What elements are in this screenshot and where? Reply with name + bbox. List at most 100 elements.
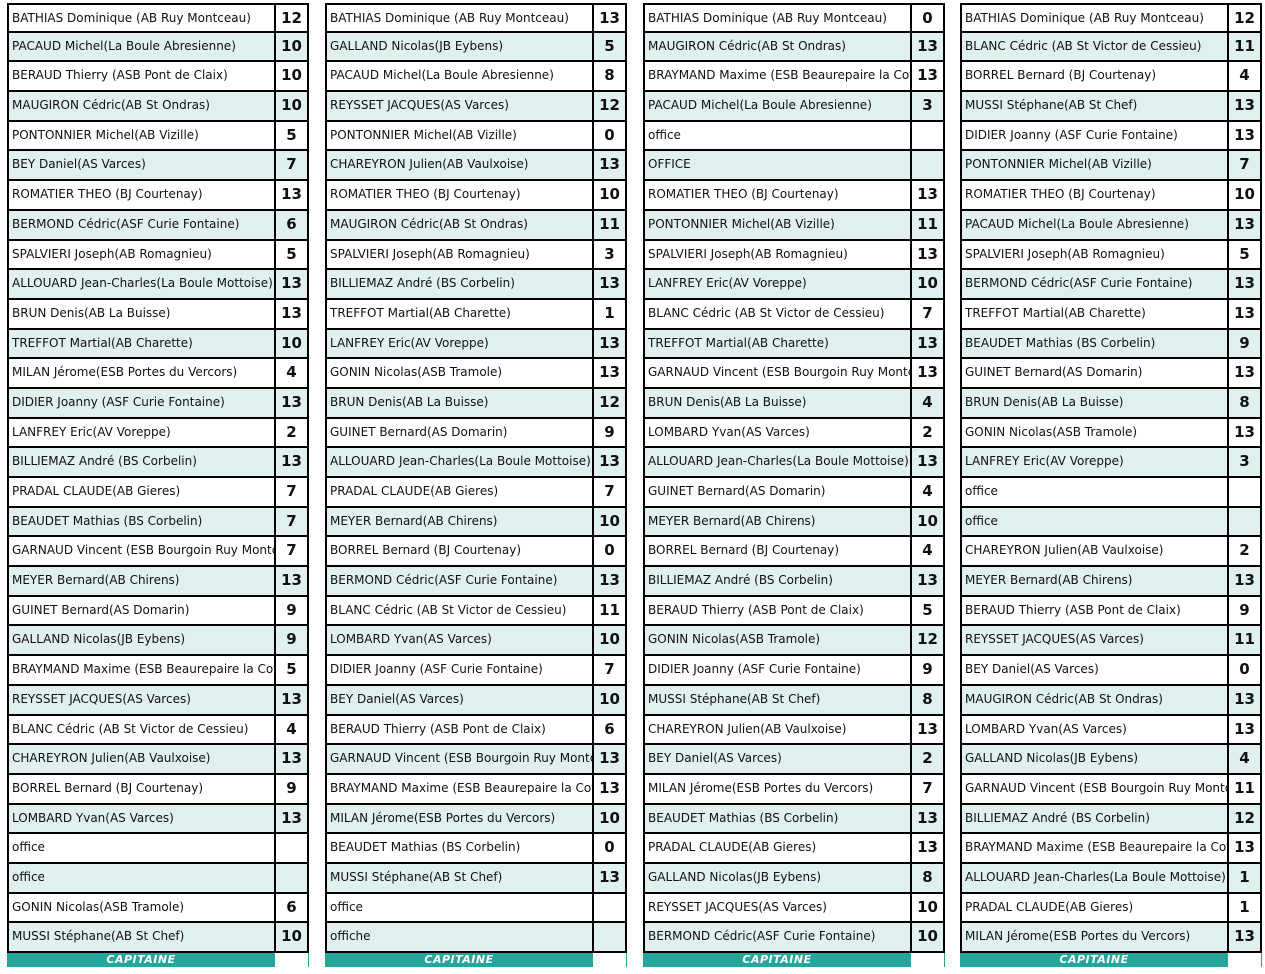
score-cell[interactable]: 5 xyxy=(276,656,309,684)
score-cell[interactable]: 13 xyxy=(1229,567,1262,595)
player-name-cell[interactable]: BERMOND Cédric(ASF Curie Fontaine) xyxy=(7,210,276,239)
player-name-cell[interactable]: BORREL Bernard (BJ Courtenay) xyxy=(7,774,276,803)
score-cell[interactable]: 13 xyxy=(276,299,309,328)
player-name-cell[interactable]: MUSSI Stéphane(AB St Chef) xyxy=(960,92,1229,120)
player-name-cell[interactable]: PONTONNIER Michel(AB Vizille) xyxy=(325,121,594,150)
score-cell[interactable]: 10 xyxy=(594,507,627,536)
score-cell[interactable]: 10 xyxy=(594,685,627,714)
score-cell[interactable]: 13 xyxy=(1229,359,1262,387)
player-name-cell[interactable]: offiche xyxy=(325,923,594,951)
score-cell[interactable]: 12 xyxy=(1229,804,1262,833)
player-name-cell[interactable]: office xyxy=(960,507,1229,536)
score-cell[interactable]: 12 xyxy=(276,5,309,31)
score-cell[interactable]: 10 xyxy=(912,923,945,951)
player-name-cell[interactable]: PONTONNIER Michel(AB Vizille) xyxy=(960,151,1229,180)
player-name-cell[interactable]: GONIN Nicolas(ASB Tramole) xyxy=(325,359,594,387)
player-name-cell[interactable]: MAUGIRON Cédric(AB St Ondras) xyxy=(960,685,1229,714)
player-name-cell[interactable]: ROMATIER THEO (BJ Courtenay) xyxy=(7,181,276,209)
score-cell[interactable]: 13 xyxy=(1229,715,1262,744)
score-cell[interactable]: 8 xyxy=(912,685,945,714)
score-cell[interactable]: 13 xyxy=(1229,121,1262,150)
player-name-cell[interactable]: BILLIEMAZ André (BS Corbelin) xyxy=(643,567,912,595)
player-name-cell[interactable]: BRAYMAND Maxime (ESB Beaurepaire la Cote… xyxy=(960,834,1229,862)
player-name-cell[interactable]: GUINET Bernard(AS Domarin) xyxy=(643,478,912,506)
score-cell[interactable]: 13 xyxy=(1229,685,1262,714)
score-cell[interactable]: 4 xyxy=(276,359,309,387)
player-name-cell[interactable]: office xyxy=(7,863,276,892)
player-name-cell[interactable]: BERMOND Cédric(ASF Curie Fontaine) xyxy=(643,923,912,951)
score-cell[interactable]: 4 xyxy=(912,388,945,417)
player-name-cell[interactable]: GUINET Bernard(AS Domarin) xyxy=(960,359,1229,387)
player-name-cell[interactable]: PRADAL CLAUDE(AB Gieres) xyxy=(960,893,1229,922)
score-cell[interactable]: 11 xyxy=(594,596,627,625)
score-cell[interactable]: 11 xyxy=(912,210,945,239)
player-name-cell[interactable]: BORREL Bernard (BJ Courtenay) xyxy=(643,537,912,566)
score-cell[interactable] xyxy=(594,923,627,951)
score-cell[interactable] xyxy=(276,834,309,862)
score-cell[interactable]: 7 xyxy=(912,299,945,328)
score-cell[interactable]: 13 xyxy=(594,567,627,595)
player-name-cell[interactable]: LANFREY Eric(AV Voreppe) xyxy=(643,270,912,298)
player-name-cell[interactable]: ROMATIER THEO (BJ Courtenay) xyxy=(960,181,1229,209)
score-cell[interactable]: 9 xyxy=(276,774,309,803)
player-name-cell[interactable]: ALLOUARD Jean-Charles(La Boule Mottoise) xyxy=(960,863,1229,892)
score-cell[interactable] xyxy=(912,121,945,150)
player-name-cell[interactable]: GALLAND Nicolas(JB Eybens) xyxy=(325,32,594,61)
player-name-cell[interactable]: REYSSET JACQUES(AS Varces) xyxy=(325,92,594,120)
player-name-cell[interactable]: BATHIAS Dominique (AB Ruy Montceau) xyxy=(960,5,1229,31)
score-cell[interactable]: 7 xyxy=(594,656,627,684)
score-cell[interactable]: 7 xyxy=(912,774,945,803)
score-cell[interactable]: 13 xyxy=(912,804,945,833)
player-name-cell[interactable]: office xyxy=(960,478,1229,506)
player-name-cell[interactable]: PRADAL CLAUDE(AB Gieres) xyxy=(325,478,594,506)
score-cell[interactable]: 12 xyxy=(594,92,627,120)
player-name-cell[interactable]: BERAUD Thierry (ASB Pont de Claix) xyxy=(325,715,594,744)
score-cell[interactable]: 10 xyxy=(276,923,309,951)
player-name-cell[interactable]: PACAUD Michel(La Boule Abresienne) xyxy=(7,32,276,61)
score-cell[interactable]: 0 xyxy=(594,834,627,862)
player-name-cell[interactable]: PONTONNIER Michel(AB Vizille) xyxy=(7,121,276,150)
score-cell[interactable] xyxy=(1229,507,1262,536)
player-name-cell[interactable]: REYSSET JACQUES(AS Varces) xyxy=(7,685,276,714)
score-cell[interactable]: 13 xyxy=(912,329,945,358)
score-cell[interactable]: 5 xyxy=(276,121,309,150)
score-cell[interactable]: 13 xyxy=(594,270,627,298)
score-cell[interactable]: 4 xyxy=(276,715,309,744)
score-cell[interactable]: 10 xyxy=(912,507,945,536)
score-cell[interactable]: 8 xyxy=(912,863,945,892)
player-name-cell[interactable]: BILLIEMAZ André (BS Corbelin) xyxy=(325,270,594,298)
player-name-cell[interactable]: BERMOND Cédric(ASF Curie Fontaine) xyxy=(960,270,1229,298)
score-cell[interactable]: 8 xyxy=(594,62,627,91)
player-name-cell[interactable]: GUINET Bernard(AS Domarin) xyxy=(7,596,276,625)
score-cell[interactable]: 7 xyxy=(1229,151,1262,180)
score-cell[interactable]: 9 xyxy=(912,656,945,684)
score-cell[interactable]: 13 xyxy=(276,567,309,595)
score-cell[interactable]: 13 xyxy=(276,181,309,209)
player-name-cell[interactable]: GARNAUD Vincent (ESB Bourgoin Ruy Montce… xyxy=(643,359,912,387)
player-name-cell[interactable]: BATHIAS Dominique (AB Ruy Montceau) xyxy=(643,5,912,31)
score-cell[interactable]: 0 xyxy=(1229,656,1262,684)
player-name-cell[interactable]: BERAUD Thierry (ASB Pont de Claix) xyxy=(643,596,912,625)
score-cell[interactable]: 13 xyxy=(276,804,309,833)
player-name-cell[interactable]: DIDIER Joanny (ASF Curie Fontaine) xyxy=(643,656,912,684)
player-name-cell[interactable]: REYSSET JACQUES(AS Varces) xyxy=(960,626,1229,655)
score-cell[interactable]: 13 xyxy=(276,270,309,298)
player-name-cell[interactable]: MAUGIRON Cédric(AB St Ondras) xyxy=(7,92,276,120)
score-cell[interactable]: 12 xyxy=(912,626,945,655)
player-name-cell[interactable]: PONTONNIER Michel(AB Vizille) xyxy=(643,210,912,239)
player-name-cell[interactable]: BRAYMAND Maxime (ESB Beaurepaire la Cote… xyxy=(643,62,912,91)
score-cell[interactable]: 10 xyxy=(276,92,309,120)
score-cell[interactable]: 6 xyxy=(594,715,627,744)
player-name-cell[interactable]: MEYER Bernard(AB Chirens) xyxy=(960,567,1229,595)
player-name-cell[interactable]: MUSSI Stéphane(AB St Chef) xyxy=(643,685,912,714)
player-name-cell[interactable]: GARNAUD Vincent (ESB Bourgoin Ruy Montce… xyxy=(960,774,1229,803)
score-cell[interactable]: 13 xyxy=(276,685,309,714)
player-name-cell[interactable]: BRUN Denis(AB La Buisse) xyxy=(7,299,276,328)
player-name-cell[interactable]: PACAUD Michel(La Boule Abresienne) xyxy=(960,210,1229,239)
player-name-cell[interactable]: BORREL Bernard (BJ Courtenay) xyxy=(960,62,1229,91)
player-name-cell[interactable]: BERAUD Thierry (ASB Pont de Claix) xyxy=(7,62,276,91)
score-cell[interactable]: 4 xyxy=(912,537,945,566)
player-name-cell[interactable]: ALLOUARD Jean-Charles(La Boule Mottoise) xyxy=(7,270,276,298)
score-cell[interactable]: 0 xyxy=(594,121,627,150)
player-name-cell[interactable]: BRUN Denis(AB La Buisse) xyxy=(643,388,912,417)
